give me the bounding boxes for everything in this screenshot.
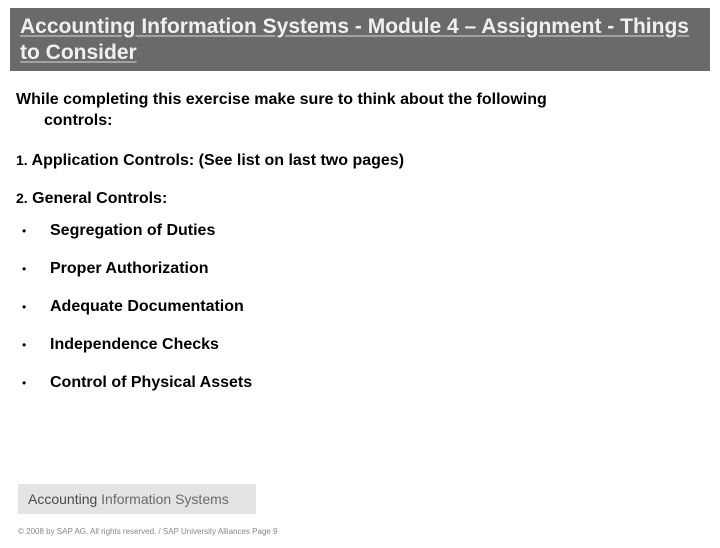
bullet-text: Independence Checks (50, 336, 219, 354)
list-item: • Adequate Documentation (16, 298, 704, 316)
section-2: 2. General Controls: (16, 190, 704, 208)
list-item: • Proper Authorization (16, 260, 704, 278)
bullet-text: Control of Physical Assets (50, 374, 252, 392)
copyright-text: © 2008 by SAP AG. All rights reserved. /… (18, 527, 278, 536)
bullet-icon: • (22, 376, 50, 390)
list-item: • Independence Checks (16, 336, 704, 354)
section-2-text: General Controls: (32, 190, 167, 207)
intro-line-2: controls: (16, 110, 704, 132)
bullet-icon: • (22, 224, 50, 238)
content-area: While completing this exercise make sure… (0, 71, 720, 392)
intro-line-1: While completing this exercise make sure… (16, 91, 547, 108)
page-title: Accounting Information Systems - Module … (20, 14, 700, 67)
section-1-number: 1. (16, 152, 28, 168)
list-item: • Control of Physical Assets (16, 374, 704, 392)
bullet-icon: • (22, 338, 50, 352)
footer-badge: Accounting Information Systems (18, 484, 256, 514)
list-item: • Segregation of Duties (16, 222, 704, 240)
footer-word-1: Accounting (28, 491, 97, 507)
bullet-icon: • (22, 262, 50, 276)
section-1-text: Application Controls: (See list on last … (32, 152, 404, 169)
section-2-number: 2. (16, 190, 28, 206)
title-bar: Accounting Information Systems - Module … (10, 8, 710, 71)
footer-word-2: Information Systems (101, 491, 229, 507)
bullet-text: Adequate Documentation (50, 298, 244, 316)
bullet-text: Proper Authorization (50, 260, 209, 278)
bullet-text: Segregation of Duties (50, 222, 215, 240)
intro-text: While completing this exercise make sure… (16, 89, 704, 132)
bullet-list: • Segregation of Duties • Proper Authori… (16, 222, 704, 392)
bullet-icon: • (22, 300, 50, 314)
section-1: 1. Application Controls: (See list on la… (16, 152, 704, 170)
